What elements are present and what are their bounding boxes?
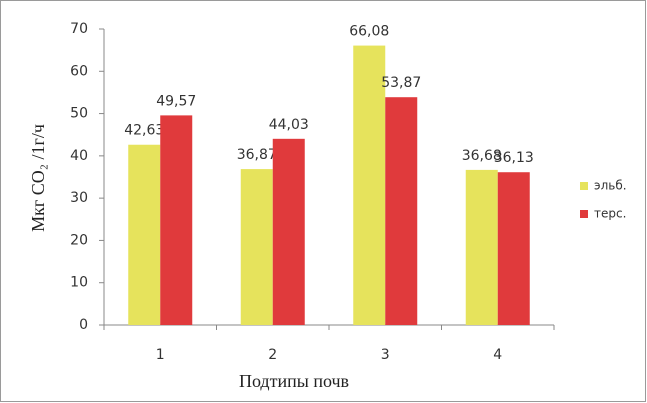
legend-label: терс. — [594, 207, 626, 221]
data-label: 66,08 — [349, 24, 389, 40]
bar — [240, 169, 273, 325]
bar — [160, 115, 193, 326]
data-label: 53,87 — [381, 75, 421, 91]
x-axis-label: Подтипы почв — [239, 371, 349, 391]
bar — [465, 169, 498, 325]
bar — [385, 97, 418, 326]
x-tick-label: 1 — [156, 347, 165, 363]
y-tick-label: 10 — [70, 275, 88, 291]
bar — [353, 45, 386, 326]
bar — [272, 138, 305, 325]
x-tick-label: 2 — [268, 347, 277, 363]
y-tick-label: 70 — [70, 21, 88, 37]
y-tick-label: 30 — [70, 190, 88, 206]
data-label: 36,68 — [462, 148, 502, 164]
data-label: 49,57 — [156, 93, 196, 109]
y-tick-label: 40 — [70, 148, 88, 164]
data-label: 36,87 — [237, 147, 277, 163]
bar — [128, 144, 161, 325]
legend-swatch — [580, 210, 588, 218]
y-tick-label: 20 — [70, 232, 88, 248]
legend-swatch — [580, 182, 588, 190]
legend-label: эльб. — [594, 179, 627, 193]
bar — [497, 172, 530, 325]
y-tick-label: 60 — [70, 63, 88, 79]
x-tick-label: 4 — [493, 347, 502, 363]
x-tick-label: 3 — [381, 347, 390, 363]
y-axis-label: Мкг CO₂ /1г/ч — [28, 124, 48, 232]
data-label: 44,03 — [269, 117, 309, 133]
data-label: 36,13 — [494, 150, 534, 166]
y-tick-label: 50 — [70, 106, 88, 122]
data-label: 42,63 — [124, 123, 164, 139]
y-tick-label: 0 — [79, 317, 88, 333]
